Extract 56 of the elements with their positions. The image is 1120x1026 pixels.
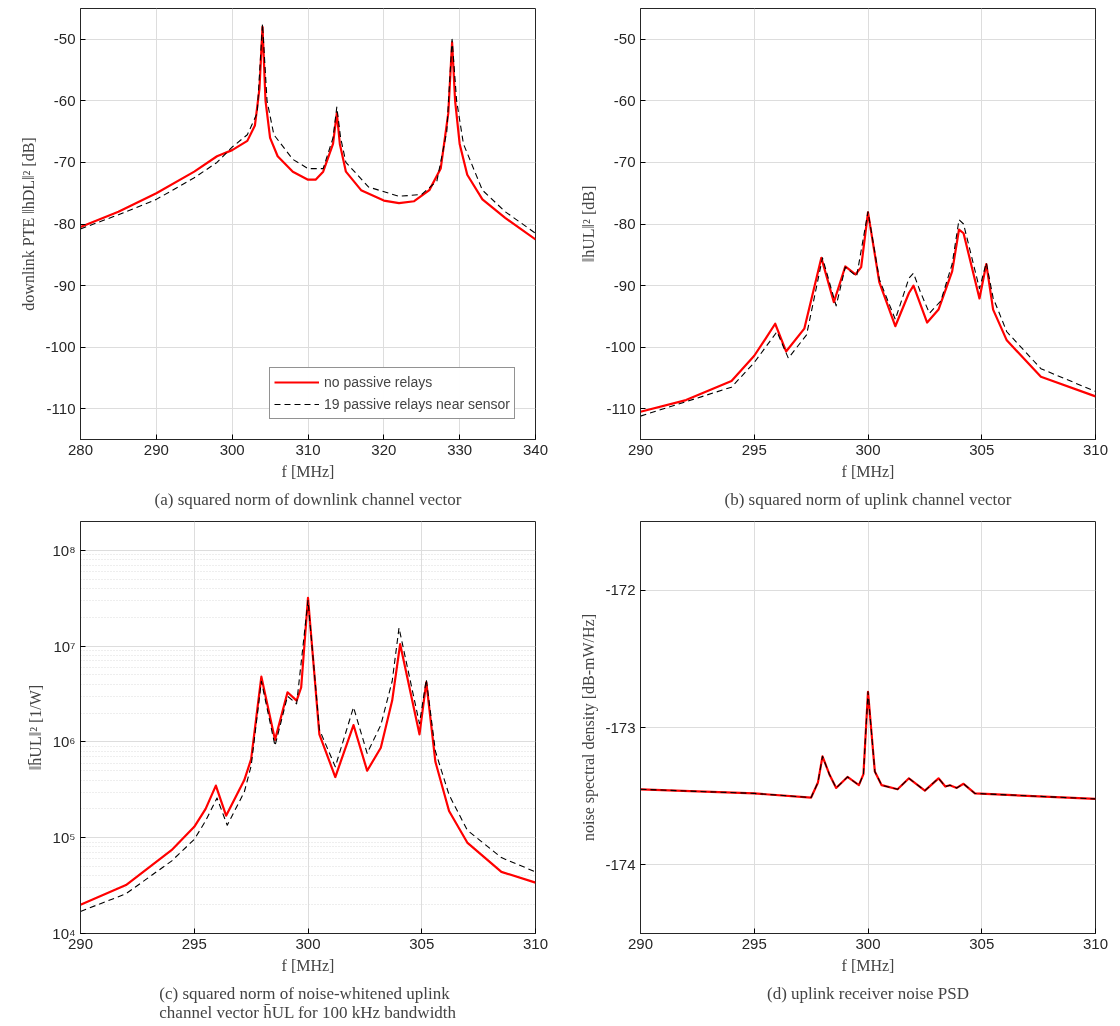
y-tick-label: -110 (606, 399, 636, 417)
text: (b) squared norm of uplink channel vector (724, 489, 1012, 509)
y-tick-label: -90 (613, 276, 636, 294)
y-axis-title: noise spectral density [dB-mW/Hz] (580, 613, 599, 842)
x-tick-label: 295 (741, 934, 767, 952)
x-tick-label: 300 (219, 440, 245, 458)
x-tick-label: 280 (67, 440, 94, 458)
x-tick-label: 290 (143, 440, 169, 458)
x-tick-label: 305 (969, 934, 995, 952)
x-tick-label: 310 (1082, 440, 1109, 458)
y-tick-label: -80 (53, 215, 76, 232)
y-tick-label: -70 (53, 153, 76, 171)
y-tick-label: 10⁷ (53, 637, 76, 655)
x-axis-title: f [MHz] (841, 462, 895, 480)
y-tick-label: -60 (613, 91, 636, 109)
x-tick-label: 300 (855, 934, 881, 952)
y-tick-label: -110 (46, 399, 76, 417)
y-tick-label: 10⁵ (52, 829, 76, 847)
x-tick-label: 320 (371, 440, 397, 458)
x-tick-label: 305 (969, 440, 995, 458)
y-tick-label: -173 (605, 718, 636, 736)
y-tick-label: 10⁸ (52, 541, 76, 559)
y-tick-label: 10⁶ (52, 733, 76, 751)
y-tick-label: -100 (45, 338, 76, 356)
x-tick-label: 300 (295, 934, 321, 952)
y-axis-title: downlink PTE ‖hDL‖² [dB] (20, 137, 38, 311)
y-tick-label: -60 (53, 91, 76, 109)
legend-label: 19 passive relays near sensor (324, 396, 510, 412)
y-axis-title: ‖h̄UL‖² [1/W] (27, 684, 45, 771)
text: (c) squared norm of noise-whitened uplink channel vector h̄UL for 100 kHz bandwidth (159, 983, 457, 1022)
y-axis-title: ‖hUL‖² [dB] (580, 185, 598, 263)
text: (d) uplink receiver noise PSD (766, 983, 970, 1003)
x-tick-label: 310 (1082, 934, 1109, 952)
y-tick-label: -174 (605, 855, 636, 873)
x-tick-label: 310 (522, 934, 549, 952)
y-tick-label: -80 (613, 215, 636, 232)
x-axis-title: f [MHz] (841, 956, 895, 974)
x-tick-label: 290 (627, 440, 654, 458)
x-axis-title: f [MHz] (281, 956, 335, 974)
x-tick-label: 295 (181, 934, 207, 952)
x-tick-label: 305 (409, 934, 435, 952)
x-tick-label: 330 (447, 440, 473, 458)
legend-label: no passive relays (324, 374, 433, 390)
y-tick-label: -50 (53, 30, 76, 48)
x-axis-title: f [MHz] (281, 462, 335, 480)
y-tick-label: -70 (613, 153, 636, 171)
x-tick-label: 290 (627, 934, 654, 952)
y-tick-label: -50 (613, 30, 636, 48)
text: (a) squared norm of downlink channel vector (154, 489, 462, 509)
y-tick-label: -172 (605, 581, 636, 599)
x-tick-label: 310 (295, 440, 321, 458)
x-tick-label: 300 (855, 440, 881, 458)
y-tick-label: -90 (53, 276, 76, 294)
x-tick-label: 295 (741, 440, 767, 458)
y-tick-label: -100 (605, 338, 636, 356)
x-tick-label: 340 (522, 440, 549, 458)
